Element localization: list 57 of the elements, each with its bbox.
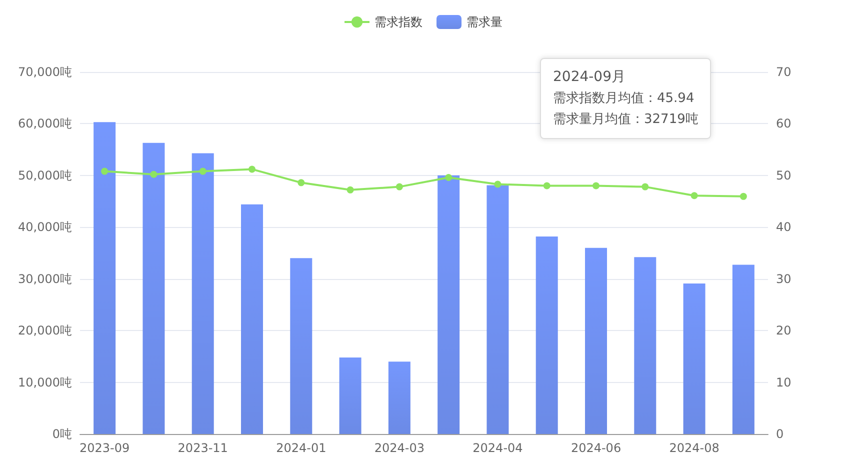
legend-label: 需求量 (466, 15, 502, 29)
y-tick-label: 0吨 (52, 427, 72, 441)
point (494, 180, 502, 188)
y2-tick-label: 50 (776, 168, 792, 182)
bar (486, 185, 509, 434)
point (690, 192, 698, 200)
tooltip-card: 2024-09月 需求指数月均值：45.94 需求量月均值：32719吨 (540, 58, 712, 139)
point (199, 168, 206, 175)
bar (290, 258, 312, 434)
point (346, 186, 354, 194)
y-tick-label: 50,000吨 (18, 168, 72, 182)
bar (339, 357, 362, 434)
y2-tick-label: 40 (776, 220, 792, 234)
y-tick-label: 20,000吨 (18, 324, 72, 338)
x-tick-label: 2024-03 (374, 441, 424, 455)
point (445, 174, 452, 181)
annotation: 需求指数月均值：45.94 (553, 90, 696, 108)
bar (192, 153, 214, 434)
bar (683, 284, 706, 434)
bar (142, 142, 165, 434)
point (150, 170, 158, 178)
bar (585, 248, 607, 434)
point (101, 168, 108, 175)
y2-tick-label: 60 (776, 116, 792, 131)
x-tick-label: 2024-08 (669, 441, 720, 455)
y-tick-label: 10,000吨 (18, 375, 72, 390)
y2-tick-label: 20 (776, 324, 792, 338)
y-tick-label: 60,000吨 (18, 116, 72, 131)
point (740, 192, 747, 200)
bar (388, 362, 410, 434)
y-tick-label: 70,000吨 (18, 65, 72, 79)
point (248, 166, 256, 173)
bar (732, 264, 754, 434)
bar (634, 257, 656, 434)
annotation: 2024-09月 (553, 68, 626, 87)
bar (536, 236, 558, 434)
bar (241, 204, 263, 434)
x-tick-label: 2024-04 (472, 441, 523, 455)
bar (438, 175, 460, 434)
y2-tick-label: 70 (776, 65, 792, 79)
point (642, 183, 649, 190)
point (543, 182, 550, 190)
x-tick-label: 2024-06 (570, 441, 622, 455)
y2-tick-label: 10 (776, 375, 792, 390)
x-tick-label: 2023-09 (80, 441, 130, 455)
y-tick-label: 40,000吨 (18, 220, 72, 234)
point (298, 179, 305, 186)
point (396, 183, 403, 190)
bar (94, 122, 116, 434)
x-tick-label: 2024-01 (276, 441, 326, 455)
y2-tick-label: 30 (776, 272, 792, 286)
annotation: 需求量月均值：32719吨 (553, 111, 698, 129)
y-tick-label: 30,000吨 (18, 272, 72, 286)
x-tick-label: 2023-11 (178, 441, 228, 455)
legend-label: 需求指数 (374, 15, 422, 29)
point (592, 182, 600, 190)
y2-tick-label: 0 (776, 427, 784, 441)
